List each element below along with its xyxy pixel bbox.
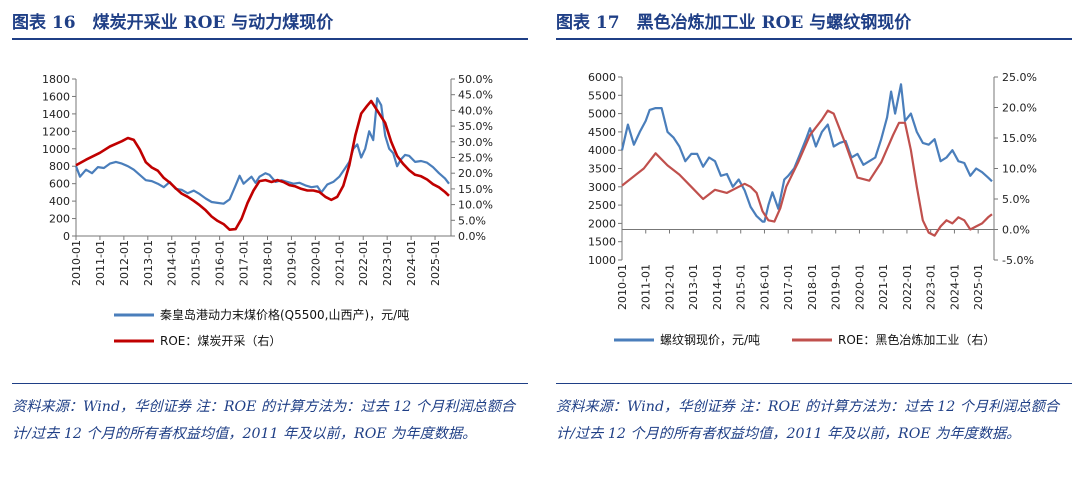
source-note: 资料来源：Wind，华创证券 注：ROE 的计算方法为：过去 12 个月利润总额… (556, 399, 1060, 442)
x-tick-label: 2017-01 (782, 264, 795, 310)
x-tick-label: 2014-01 (166, 240, 179, 286)
left-tick-label: 1600 (42, 90, 70, 103)
legend-label: 秦皇岛港动力末煤价格(Q5500,山西产)，元/吨 (160, 307, 409, 322)
legend-label: 螺纹钢现价，元/吨 (660, 333, 760, 347)
x-tick-label: 2012-01 (118, 240, 131, 286)
left-tick-label: 6000 (588, 71, 616, 84)
source-divider (556, 383, 1072, 384)
chart-panel-steel: 图表 17 黑色冶炼加工业 ROE 与螺纹钢现价 1000 1500 2000 250… (556, 0, 1076, 481)
left-tick-label: 800 (49, 160, 70, 173)
left-tick-label: 5500 (588, 89, 616, 102)
x-tick-label: 2016-01 (758, 264, 771, 310)
x-tick-label: 2025-01 (972, 264, 985, 310)
title-divider (556, 38, 1072, 40)
x-tick-label: 2013-01 (142, 240, 155, 286)
x-tick-label: 2011-01 (640, 264, 653, 310)
x-tick-label: 2024-01 (405, 240, 418, 286)
x-tick-label: 2010-01 (70, 240, 83, 286)
right-tick-label: 10.0% (1002, 163, 1037, 176)
left-tick-label: 4000 (588, 144, 616, 157)
right-tick-label: 20.0% (1002, 102, 1037, 115)
series-line-roe (621, 109, 993, 237)
left-tick-label: 1500 (588, 236, 616, 249)
x-tick-label: 2014-01 (711, 264, 724, 310)
x-tick-label: 2020-01 (309, 240, 322, 286)
right-tick-label: 25.0% (458, 152, 493, 165)
x-tick-label: 2015-01 (190, 240, 203, 286)
left-tick-label: 5000 (588, 108, 616, 121)
x-tick-label: 2010-01 (616, 264, 629, 310)
x-tick-label: 2021-01 (333, 240, 346, 286)
left-tick-label: 4500 (588, 126, 616, 139)
x-tick-label: 2023-01 (381, 240, 394, 286)
series-line-roe (75, 99, 450, 231)
left-tick-label: 600 (49, 178, 70, 191)
chart-panel-coal: 图表 16 煤炭开采业 ROE 与动力煤现价 0 200 400 600 800 1000… (12, 0, 532, 481)
x-tick-label: 2022-01 (901, 264, 914, 310)
right-tick-label: 45.0% (458, 89, 493, 102)
x-tick-label: 2023-01 (925, 264, 938, 310)
series-line-price (620, 83, 993, 223)
x-tick-label: 2020-01 (853, 264, 866, 310)
x-tick-label: 2019-01 (285, 240, 298, 286)
x-tick-label: 2024-01 (948, 264, 961, 310)
x-tick-label: 2018-01 (261, 240, 274, 286)
left-tick-label: 1000 (588, 254, 616, 267)
x-tick-label: 2016-01 (214, 240, 227, 286)
right-tick-label: -5.0% (1002, 254, 1034, 267)
right-tick-label: 50.0% (458, 73, 493, 86)
right-tick-label: 5.0% (458, 214, 486, 227)
right-tick-label: 0.0% (458, 230, 486, 243)
left-tick-label: 3000 (588, 181, 616, 194)
left-tick-label: 400 (49, 195, 70, 208)
legend-label: ROE：黑色冶炼加工业（右） (838, 332, 995, 347)
x-tick-label: 2019-01 (830, 264, 843, 310)
right-tick-label: 20.0% (458, 167, 493, 180)
left-tick-label: 1800 (42, 73, 70, 86)
x-tick-label: 2017-01 (238, 240, 251, 286)
x-tick-label: 2011-01 (94, 240, 107, 286)
steel-roe-price-chart: 1000 1500 2000 2500 3000 3500 4000 4500 5000 5500… (588, 71, 1037, 347)
right-tick-label: 30.0% (458, 136, 493, 149)
figure-title: 图表 16 煤炭开采业 ROE 与动力煤现价 (12, 13, 334, 33)
x-tick-label: 2013-01 (687, 264, 700, 310)
right-tick-label: 15.0% (1002, 132, 1037, 145)
left-tick-label: 3500 (588, 163, 616, 176)
left-tick-label: 2500 (588, 199, 616, 212)
x-tick-label: 2015-01 (735, 264, 748, 310)
right-tick-label: 40.0% (458, 104, 493, 117)
right-tick-label: 0.0% (1002, 224, 1030, 237)
left-tick-label: 1200 (42, 125, 70, 138)
title-divider (12, 38, 528, 40)
x-tick-label: 2018-01 (806, 264, 819, 310)
left-tick-label: 1000 (42, 143, 70, 156)
right-tick-label: 5.0% (1002, 193, 1030, 206)
right-tick-label: 35.0% (458, 120, 493, 133)
series-line-price (74, 97, 450, 205)
legend-label: ROE：煤炭开采（右） (160, 333, 281, 348)
x-tick-label: 2022-01 (357, 240, 370, 286)
x-tick-label: 2021-01 (877, 264, 890, 310)
x-tick-label: 2012-01 (663, 264, 676, 310)
x-tick-label: 2025-01 (429, 240, 442, 286)
coal-roe-price-chart: 0 200 400 600 800 1000 1200 1400 1600 1800 0.0% 5.0… (42, 73, 493, 348)
left-tick-label: 200 (49, 213, 70, 226)
figure-title: 图表 17 黑色冶炼加工业 ROE 与螺纹钢现价 (556, 13, 912, 33)
left-tick-label: 2000 (588, 217, 616, 230)
right-tick-label: 25.0% (1002, 71, 1037, 84)
left-tick-label: 0 (63, 230, 70, 243)
source-note: 资料来源：Wind，华创证券 注：ROE 的计算方法为：过去 12 个月利润总额… (12, 399, 516, 442)
right-tick-label: 15.0% (458, 183, 493, 196)
left-tick-label: 1400 (42, 108, 70, 121)
source-divider (12, 383, 528, 384)
right-tick-label: 10.0% (458, 199, 493, 212)
